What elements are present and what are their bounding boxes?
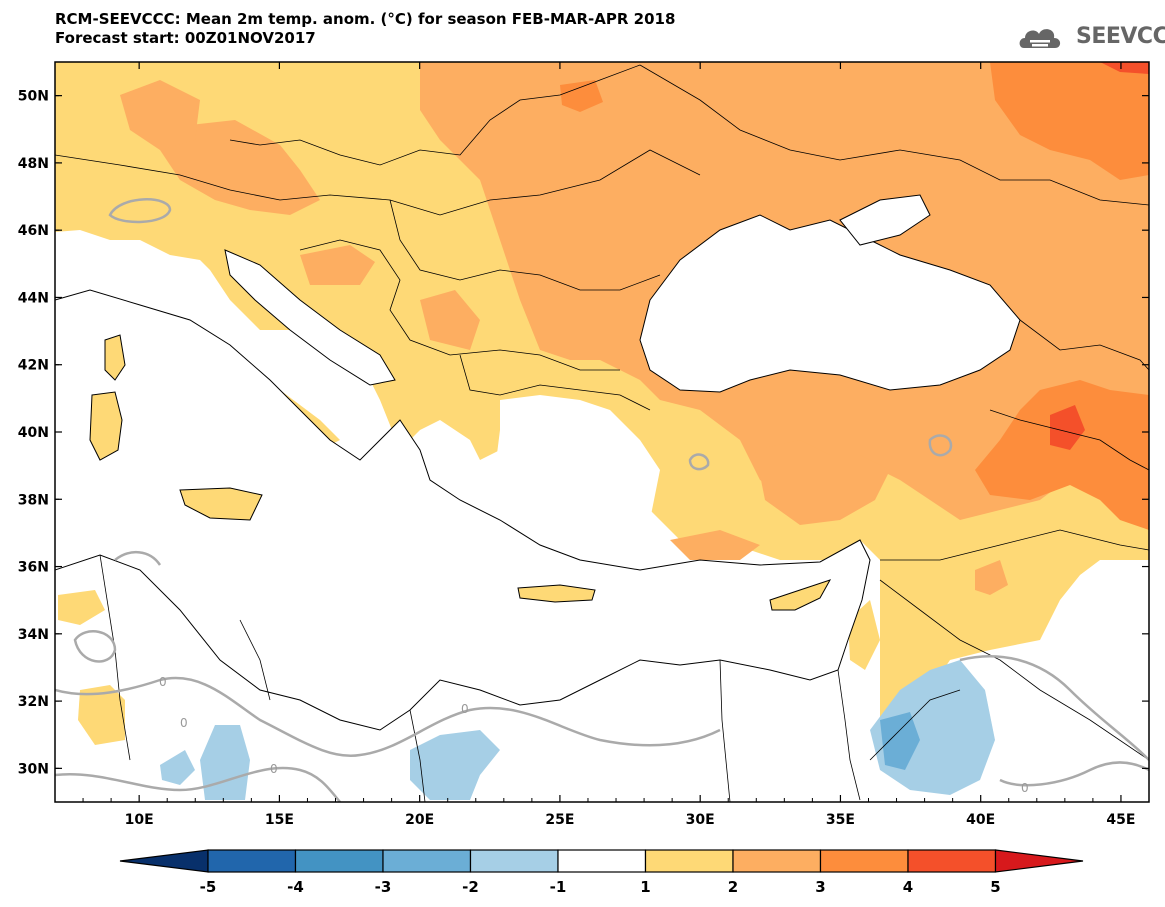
lon-tick-label: 35E (826, 812, 855, 828)
lat-tick-label: 46N (18, 223, 49, 239)
black-sea (639, 214, 1021, 393)
colorbar-segment (732, 849, 822, 873)
contour-label: 0 (1021, 781, 1029, 795)
country-borders (55, 64, 1149, 802)
anomaly-band-3-4 (990, 62, 1149, 180)
contour-label: 0 (159, 675, 167, 689)
mediterranean-sea (55, 289, 871, 731)
anomaly-band-2-3 (670, 530, 760, 560)
lon-tick-label: 25E (545, 812, 574, 828)
anomaly-band-neg-1-2 (410, 730, 500, 800)
lon-tick-label: 10E (125, 812, 154, 828)
lat-tick-label: 34N (18, 627, 49, 643)
anomaly-band-neg-2-3 (880, 712, 920, 770)
anomaly-band-neg-1-2 (200, 725, 250, 800)
colorbar-segment (382, 849, 472, 873)
lat-tick-label: 40N (18, 425, 49, 441)
island-sardinia (89, 391, 123, 461)
anomaly-band-2-3 (420, 290, 480, 350)
logo-text: SEEVCCC (1076, 24, 1165, 49)
title-line-1: RCM-SEEVCCC: Mean 2m temp. anom. (°C) fo… (55, 10, 676, 28)
zero-contours (55, 198, 1149, 802)
lon-tick-label: 15E (265, 812, 294, 828)
colorbar-label: 2 (728, 878, 738, 896)
island-cyprus (769, 579, 832, 611)
longitude-axis: 10E 15E 20E 25E 30E 35E 40E 45E (82, 62, 1135, 828)
lat-tick-label: 36N (18, 560, 49, 576)
lon-tick-label: 40E (966, 812, 995, 828)
colorbar-segment (819, 849, 909, 873)
colorbar-label: -4 (287, 878, 304, 896)
colorbar-segment (469, 849, 559, 873)
lat-tick-label: 30N (18, 761, 49, 777)
contour-label: 0 (180, 716, 188, 730)
colorbar-label: -2 (462, 878, 479, 896)
colorbar-segment (294, 849, 384, 873)
colorbar-label: -1 (550, 878, 567, 896)
island-crete (517, 584, 596, 603)
anomaly-band-2-3 (120, 80, 200, 150)
lat-tick-label: 48N (18, 156, 49, 172)
anomaly-band-2-3 (975, 560, 1008, 595)
lat-tick-label: 42N (18, 358, 49, 374)
latitude-axis: 50N 48N 46N 44N 42N 40N 38N 36N 34N 32N 30N (18, 89, 1149, 777)
colorbar-label: -5 (200, 878, 217, 896)
contour-label: 0 (270, 762, 278, 776)
colorbar-arrow-right (994, 849, 1084, 873)
anomaly-band-neg-1-2 (160, 750, 195, 785)
sea-of-azov (839, 194, 931, 246)
lat-tick-label: 38N (18, 492, 49, 508)
colorbar-label: 3 (815, 878, 825, 896)
island-sicily (179, 487, 263, 521)
colorbar-label: -3 (375, 878, 392, 896)
colorbar-arrow-left (119, 849, 209, 873)
adriatic-sea (224, 249, 396, 386)
anomaly-band-2-3 (755, 440, 890, 525)
anomaly-band-1-2 (58, 590, 105, 625)
anomaly-band-1-2 (78, 685, 125, 745)
colorbar-label: 5 (990, 878, 1000, 896)
colorbar: -5 -4 -3 -2 -1 1 2 3 4 5 (119, 849, 1084, 896)
anomaly-band-4-5 (1050, 405, 1085, 450)
contour-labels: 0 0 0 0 0 (159, 675, 1029, 795)
colorbar-segment (644, 849, 734, 873)
anomaly-band-3-4 (560, 80, 603, 112)
aegean-sea (495, 395, 660, 545)
anomaly-band-4-5 (1100, 62, 1149, 74)
cloud-icon (1019, 29, 1061, 48)
anomaly-band-2-3 (160, 120, 320, 215)
lon-tick-label: 45E (1106, 812, 1135, 828)
island-corsica (104, 334, 126, 381)
colorbar-label: 4 (903, 878, 913, 896)
lon-tick-label: 20E (405, 812, 434, 828)
map-plot-area: 0 0 0 0 0 (55, 62, 1149, 802)
title-line-2: Forecast start: 00Z01NOV2017 (55, 29, 316, 47)
lat-tick-label: 50N (18, 89, 49, 105)
anomaly-band-2-3 (300, 245, 375, 285)
lat-tick-label: 44N (18, 290, 49, 306)
anomaly-band-3-4 (975, 380, 1149, 530)
contour-label: 0 (461, 702, 469, 716)
colorbar-segment (907, 849, 997, 873)
colorbar-label: 1 (640, 878, 650, 896)
lon-tick-label: 30E (686, 812, 715, 828)
colorbar-segment (557, 849, 647, 873)
map-title: RCM-SEEVCCC: Mean 2m temp. anom. (°C) fo… (55, 10, 675, 48)
lat-tick-label: 32N (18, 694, 49, 710)
colorbar-segment (207, 849, 297, 873)
